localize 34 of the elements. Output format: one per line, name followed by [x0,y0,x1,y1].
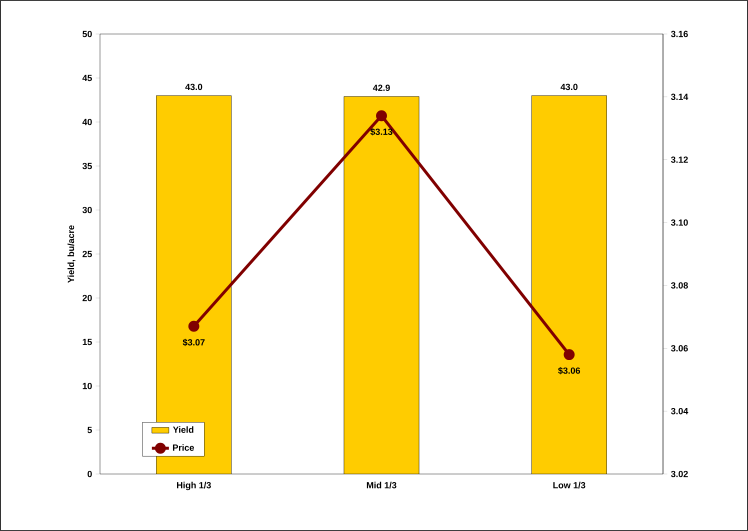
y2-tick-label: 3.02 [670,470,688,478]
y2-tick-label: 3.06 [670,345,688,352]
data-label: 42.9 [372,84,390,91]
y-tick-label: 10 [82,382,92,390]
point [376,110,387,122]
legend-label: Yield [172,426,194,433]
y-tick-label: 30 [82,206,92,214]
y-tick-label: 45 [82,74,92,82]
y2-tick-label: 3.08 [670,282,688,289]
legend-label: Price [172,444,194,451]
y-tick-label: 20 [82,294,92,302]
y-tick-label: 5 [88,426,92,434]
y-tick-label: 50 [82,30,92,38]
x-tick-label: Low 1/3 [553,482,586,488]
y-tick-label: 0 [88,470,92,478]
x-tick-label: Mid 1/3 [366,482,396,488]
y-tick-label: 25 [82,250,92,258]
data-label: 43.0 [560,84,578,90]
point [564,349,575,360]
y2-tick-label: 3.10 [670,219,688,226]
y-tick-label: 40 [82,118,92,126]
y-tick-label: 35 [82,162,92,170]
data-label: 43.0 [185,84,202,90]
y-tick-label: 15 [82,338,92,346]
y2-tick-label: 3.14 [670,94,688,100]
y2-tick-label: 3.12 [670,156,688,163]
data-label: $3.13 [370,128,392,136]
data-label: $3.07 [182,338,205,346]
y2-tick-label: 3.16 [670,30,688,38]
data-label: $3.06 [558,367,580,374]
y-axis-title: Yield, bu/acre [68,225,76,283]
point [188,320,200,332]
x-tick-label: High 1/3 [176,482,211,490]
y2-tick-label: 3.04 [670,408,688,414]
